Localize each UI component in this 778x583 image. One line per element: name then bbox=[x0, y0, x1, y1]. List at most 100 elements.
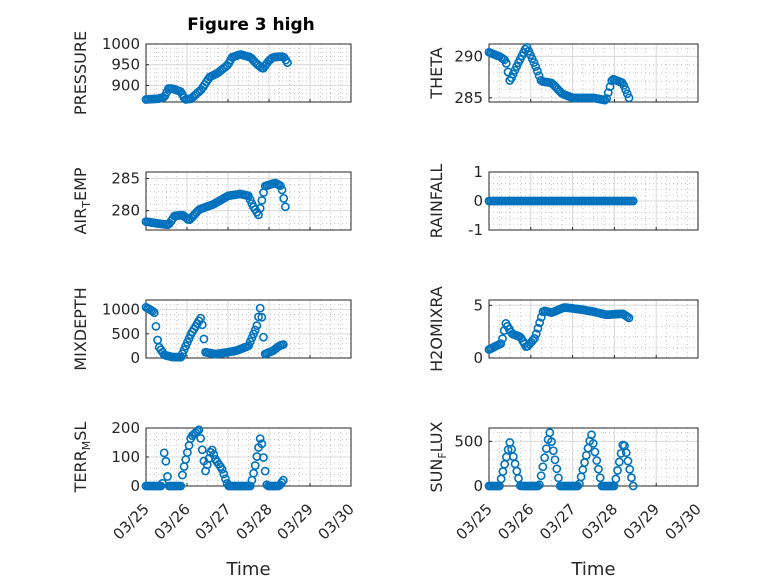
data-point bbox=[250, 461, 260, 470]
data-point bbox=[161, 456, 171, 466]
data-point bbox=[257, 312, 267, 322]
data-point bbox=[531, 329, 541, 339]
x-axis-label: Time bbox=[225, 559, 270, 580]
data-point bbox=[209, 450, 219, 460]
y-tick-label: 1000 bbox=[102, 301, 140, 319]
subplot-sun_flux: 0 500 SUNFLUX03/2503/2603/2703/2803/2903/3… bbox=[427, 421, 705, 580]
data-point bbox=[250, 325, 260, 335]
subplot-air_temp: 280 285 AIRTEMP bbox=[71, 167, 352, 235]
data-point bbox=[545, 428, 555, 438]
data-point bbox=[217, 464, 227, 474]
data-point bbox=[587, 430, 596, 440]
data-point bbox=[534, 480, 544, 490]
y-tick-label: 280 bbox=[111, 202, 140, 220]
data-point bbox=[255, 303, 265, 313]
data-point bbox=[277, 185, 287, 195]
data-point bbox=[595, 473, 605, 483]
y-tick-label: 1 bbox=[473, 163, 483, 181]
data-point bbox=[625, 464, 635, 474]
data-point bbox=[278, 475, 288, 485]
data-point bbox=[245, 195, 255, 205]
data-point bbox=[602, 94, 611, 103]
data-point bbox=[501, 58, 511, 68]
data-point bbox=[257, 439, 267, 449]
y-tick-label: 900 bbox=[111, 76, 140, 94]
y-tick-label: 5 bbox=[473, 296, 483, 314]
data-point bbox=[252, 321, 262, 331]
data-point bbox=[280, 202, 290, 212]
data-point bbox=[533, 323, 543, 333]
data-point bbox=[498, 334, 507, 344]
data-point bbox=[194, 425, 204, 435]
data-point bbox=[260, 466, 270, 476]
data-point bbox=[259, 453, 268, 462]
subplot-theta: 285 290 THETA bbox=[427, 42, 699, 107]
data-point bbox=[496, 339, 506, 349]
data-point bbox=[548, 446, 558, 456]
data-point bbox=[628, 196, 638, 206]
x-tick-label: 03/28 bbox=[233, 500, 276, 543]
data-point bbox=[530, 334, 539, 343]
y-tick-label: 1000 bbox=[102, 35, 140, 53]
data-point bbox=[529, 58, 539, 67]
data-point bbox=[603, 88, 613, 98]
subplot-terr_msl: 0 100 200 TERRMSL 03/2503/2603/2703/2803/290… bbox=[71, 419, 358, 580]
axes-border bbox=[488, 427, 699, 487]
axes-border bbox=[145, 171, 352, 231]
y-axis-label: H2OMIXRA bbox=[427, 286, 446, 372]
data-point bbox=[622, 89, 632, 99]
axes-border bbox=[488, 299, 699, 359]
y-tick-label: 0 bbox=[130, 477, 140, 495]
data-point bbox=[627, 473, 636, 483]
data-point bbox=[536, 471, 546, 481]
data-point bbox=[624, 93, 634, 103]
x-tick-label: 03/25 bbox=[453, 500, 496, 543]
data-point bbox=[178, 470, 187, 480]
data-point bbox=[197, 445, 207, 455]
data-point bbox=[535, 318, 545, 328]
y-tick-label: 500 bbox=[111, 325, 140, 343]
y-tick-label: -1 bbox=[468, 221, 483, 239]
data-point bbox=[600, 95, 610, 105]
data-point bbox=[255, 203, 265, 213]
data-point bbox=[259, 332, 268, 342]
x-tick-label: 03/26 bbox=[494, 500, 537, 543]
x-tick-label: 03/29 bbox=[274, 500, 317, 543]
y-axis-label: RAINFALL bbox=[427, 164, 446, 239]
data-point bbox=[614, 457, 624, 467]
data-point bbox=[621, 85, 630, 95]
x-tick-label: 03/30 bbox=[662, 500, 705, 543]
axes-border bbox=[145, 43, 352, 103]
y-tick-label: 0 bbox=[473, 477, 483, 495]
subplot-pressure: 900 950 1000 PRESSURE bbox=[71, 31, 352, 115]
data-point bbox=[531, 62, 541, 71]
y-tick-label: 0 bbox=[473, 349, 483, 367]
data-point bbox=[257, 195, 267, 205]
subplot-rainfall: -1 0 1 RAINFALL bbox=[427, 163, 699, 239]
data-point bbox=[605, 82, 615, 92]
data-point bbox=[221, 474, 230, 484]
data-point bbox=[176, 481, 186, 491]
data-point bbox=[219, 469, 229, 479]
data-point bbox=[283, 58, 292, 68]
y-tick-label: 285 bbox=[454, 89, 483, 107]
y-tick-label: 285 bbox=[111, 169, 140, 187]
y-tick-label: 290 bbox=[454, 47, 483, 65]
data-point bbox=[148, 306, 158, 316]
chart-title: Figure 3 high bbox=[187, 15, 315, 35]
data-point bbox=[163, 472, 172, 481]
data-point bbox=[528, 335, 538, 345]
data-point bbox=[594, 464, 603, 474]
x-tick-label: 03/25 bbox=[110, 500, 153, 543]
data-point bbox=[255, 434, 265, 443]
y-tick-label: 100 bbox=[111, 448, 140, 466]
data-point bbox=[197, 320, 207, 330]
data-point bbox=[611, 474, 621, 484]
subplot-h2omixra: 0 5 H2OMIXRA bbox=[427, 286, 699, 372]
data-point bbox=[159, 448, 169, 458]
x-tick-label: 03/30 bbox=[315, 500, 358, 543]
data-point bbox=[588, 438, 598, 448]
data-point bbox=[207, 445, 217, 455]
x-axis-label: Time bbox=[570, 559, 615, 580]
y-axis-label: AIRTEMP bbox=[71, 167, 93, 234]
